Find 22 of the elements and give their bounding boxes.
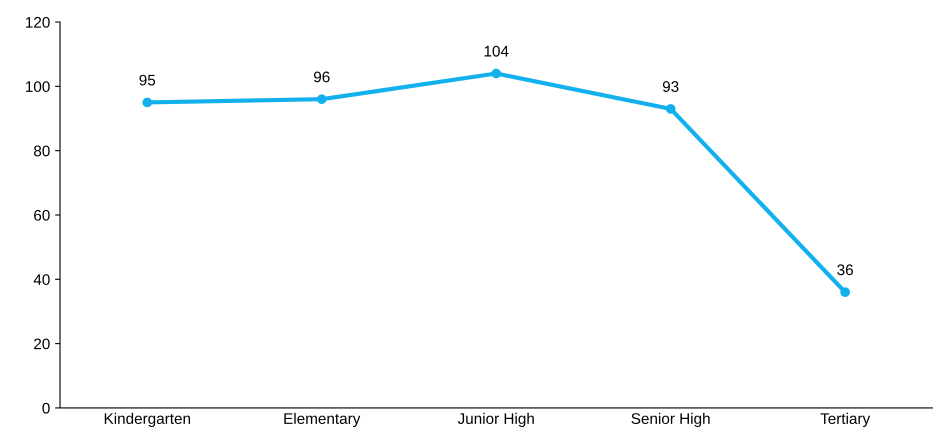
x-tick-label: Senior High: [631, 412, 710, 428]
data-label: 104: [484, 46, 508, 57]
point: [491, 68, 502, 78]
y-tick-label: 120: [26, 16, 50, 28]
y-tick-label: 0: [42, 402, 50, 414]
point: [316, 94, 327, 104]
y-tick-label: 60: [34, 210, 50, 221]
y-tick-label: 80: [34, 146, 50, 156]
point: [840, 287, 850, 298]
data-label: 96: [314, 72, 330, 82]
point: [142, 98, 152, 108]
point: [666, 104, 676, 114]
y-tick-label: 100: [26, 81, 50, 92]
x-tick-label: Junior High: [458, 412, 534, 428]
y-tick-label: 40: [34, 274, 50, 285]
x-tick-label: Tertiary: [820, 412, 870, 428]
data-label: 95: [139, 74, 156, 86]
data-label: 93: [662, 81, 678, 92]
x-tick-label: Elementary: [284, 412, 360, 428]
data-label: 36: [837, 264, 853, 276]
y-tick-label: 20: [34, 338, 50, 350]
x-tick-label: Kindergarten: [104, 412, 190, 428]
